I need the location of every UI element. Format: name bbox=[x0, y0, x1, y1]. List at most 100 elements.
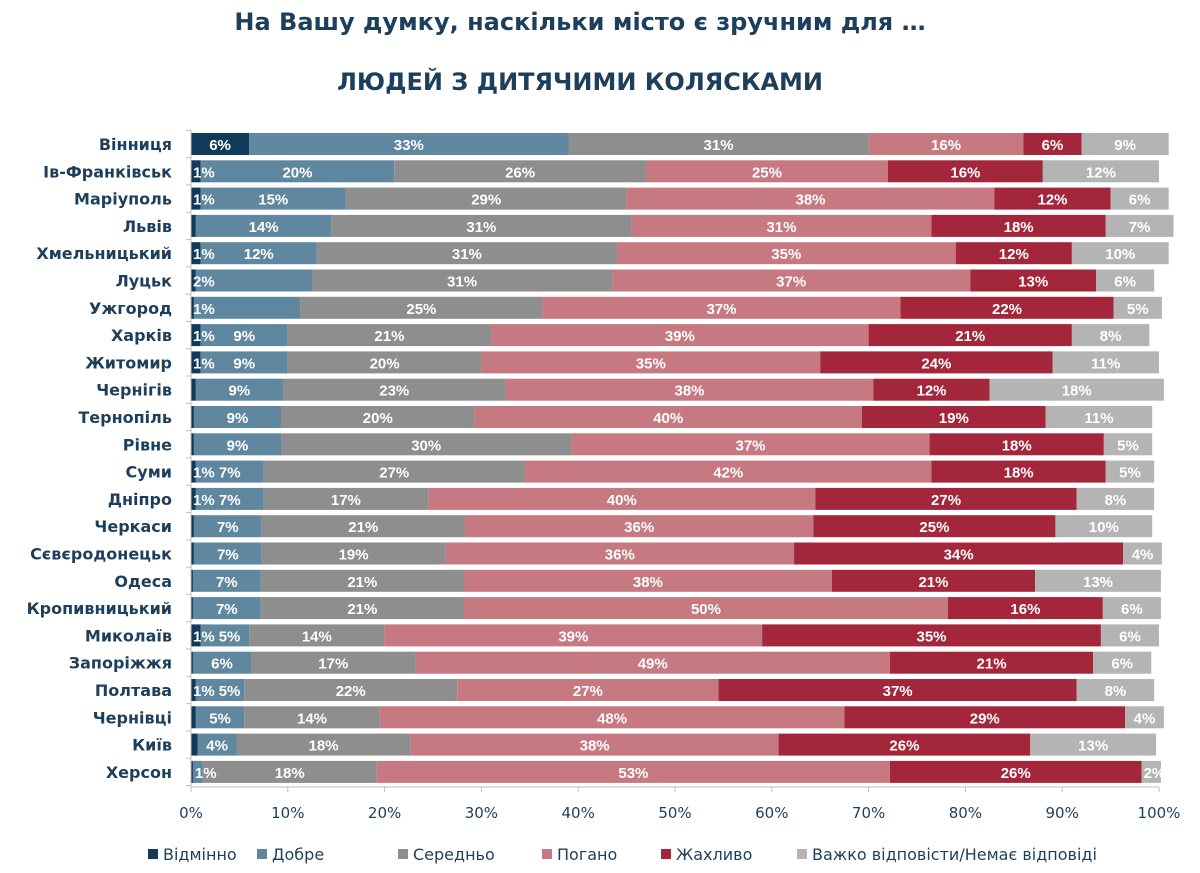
data-label: 7% bbox=[217, 547, 239, 564]
bar-segment bbox=[191, 542, 194, 565]
bar-segment bbox=[191, 324, 201, 347]
category-label: Львів bbox=[123, 217, 172, 236]
category-label: Запоріжжя bbox=[69, 654, 172, 673]
category-label: Хмельницький bbox=[36, 244, 172, 263]
data-label: 5% bbox=[1127, 301, 1149, 318]
data-label: 6% bbox=[1121, 601, 1143, 618]
category-label: Чернівці bbox=[93, 708, 172, 727]
data-label: 4% bbox=[1132, 547, 1154, 564]
bar-segment bbox=[1076, 679, 1155, 701]
bar-segment bbox=[192, 651, 252, 674]
data-label: 38% bbox=[796, 192, 826, 209]
bar-segment bbox=[1123, 542, 1162, 565]
data-label: 9% bbox=[227, 410, 249, 427]
bar-segment bbox=[191, 433, 194, 456]
data-label: 33% bbox=[394, 137, 424, 154]
data-label: 37% bbox=[706, 301, 736, 318]
data-label: 31% bbox=[447, 274, 477, 291]
bar-segment bbox=[263, 487, 429, 510]
data-label: 15% bbox=[258, 192, 288, 209]
data-label: 29% bbox=[970, 710, 1000, 727]
data-label: 12% bbox=[999, 246, 1029, 263]
data-label: 14% bbox=[302, 628, 332, 645]
x-tick-label: 20% bbox=[368, 804, 401, 822]
data-label: 27% bbox=[379, 465, 409, 482]
data-label: 21% bbox=[977, 656, 1007, 673]
bar-segment bbox=[195, 679, 245, 701]
bar-segment bbox=[193, 296, 301, 319]
data-label: 35% bbox=[917, 628, 947, 645]
bar-segment bbox=[1113, 296, 1162, 319]
data-label: 5% bbox=[219, 628, 241, 645]
category-label: Одеса bbox=[114, 572, 172, 591]
data-label: 35% bbox=[771, 246, 801, 263]
data-label: 12% bbox=[244, 246, 274, 263]
data-label: 35% bbox=[636, 355, 666, 372]
bar-segment bbox=[762, 624, 1101, 647]
data-label: 21% bbox=[374, 328, 404, 345]
data-label: 37% bbox=[776, 274, 806, 291]
category-label: Полтава bbox=[95, 681, 172, 700]
bar-segment bbox=[989, 378, 1164, 401]
bar-segment bbox=[263, 460, 525, 483]
bar-segment bbox=[931, 214, 1106, 237]
legend-swatch bbox=[398, 849, 408, 859]
bar-segment bbox=[261, 542, 446, 565]
data-label: 38% bbox=[580, 738, 610, 755]
bar-segment bbox=[1105, 460, 1155, 483]
x-tick-label: 100% bbox=[1138, 804, 1181, 822]
data-label: 37% bbox=[883, 683, 913, 700]
bar-segment bbox=[200, 324, 288, 347]
category-label: Чернігів bbox=[96, 381, 172, 400]
x-tick-label: 50% bbox=[658, 804, 691, 822]
data-label: 29% bbox=[471, 192, 501, 209]
bar-segment bbox=[195, 214, 332, 237]
bar-segment bbox=[524, 460, 932, 483]
bar-segment bbox=[244, 679, 458, 701]
data-label: 39% bbox=[558, 628, 588, 645]
category-label: Сєвєродонецьк bbox=[30, 545, 172, 564]
bar-segment bbox=[929, 433, 1104, 456]
bar-segment bbox=[191, 651, 193, 674]
bar-segment bbox=[191, 706, 196, 729]
legend-label: Відмінно bbox=[163, 845, 237, 864]
bar-segment bbox=[955, 242, 1072, 265]
data-label: 7% bbox=[216, 601, 238, 618]
bar-segment bbox=[197, 733, 237, 756]
data-label: 12% bbox=[1086, 164, 1116, 181]
data-label: 31% bbox=[704, 137, 734, 154]
data-label: 9% bbox=[227, 437, 249, 454]
bar-segment bbox=[191, 569, 193, 592]
bar-segment bbox=[345, 187, 627, 210]
data-label: 31% bbox=[466, 219, 496, 236]
data-label: 1% bbox=[195, 765, 217, 782]
data-label: 16% bbox=[950, 164, 980, 181]
bar-segment bbox=[191, 269, 196, 292]
data-label: 1% bbox=[193, 164, 215, 181]
data-label: 18% bbox=[309, 738, 339, 755]
category-label: Черкаси bbox=[94, 517, 172, 536]
bar-segment bbox=[718, 679, 1077, 701]
category-label: Вінниця bbox=[99, 135, 172, 154]
data-label: 5% bbox=[219, 683, 241, 700]
bar-segment bbox=[970, 269, 1097, 292]
category-label: Кропивницький bbox=[27, 599, 172, 618]
bar-segment bbox=[778, 733, 1031, 756]
bar-segment bbox=[1071, 242, 1169, 265]
data-label: 8% bbox=[1105, 683, 1127, 700]
bar-segment bbox=[616, 242, 956, 265]
bar-segment bbox=[1023, 133, 1082, 155]
bar-segment bbox=[410, 733, 779, 756]
bar-segment bbox=[794, 542, 1124, 565]
data-label: 21% bbox=[347, 574, 377, 591]
bar-segment bbox=[191, 460, 196, 483]
data-label: 20% bbox=[363, 410, 393, 427]
legend-label: Важко відповісти/Немає відповіді bbox=[812, 845, 1097, 864]
data-label: 9% bbox=[233, 328, 255, 345]
bar-segment bbox=[300, 296, 543, 319]
data-label: 27% bbox=[573, 683, 603, 700]
bar-segment bbox=[191, 160, 201, 183]
data-label: 17% bbox=[318, 656, 348, 673]
data-label: 6% bbox=[211, 656, 233, 673]
